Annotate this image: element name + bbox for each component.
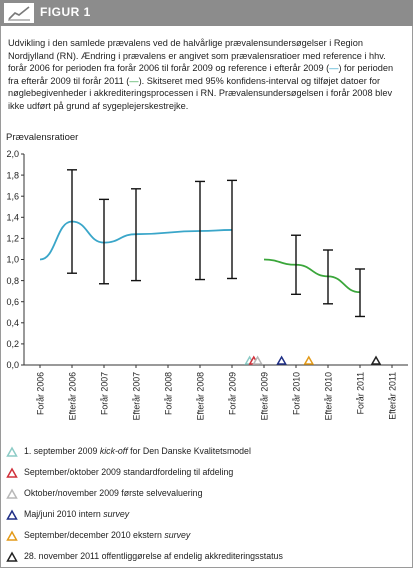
legend-item: 28. november 2011 offentliggørelse af en… xyxy=(6,551,406,572)
legend-text: Maj/juni 2010 intern survey xyxy=(24,509,130,519)
triangle-icon xyxy=(6,530,18,541)
figure-title: FIGUR 1 xyxy=(40,5,91,19)
legend-text: 1. september 2009 kick-off for Den Dansk… xyxy=(24,446,251,456)
triangle-icon xyxy=(6,446,18,457)
legend-item: Oktober/november 2009 første selvevaluer… xyxy=(6,488,406,509)
x-tick-label: Efterår 2011 xyxy=(388,372,398,420)
triangle-icon xyxy=(6,551,18,562)
event-legend: 1. september 2009 kick-off for Den Dansk… xyxy=(6,446,406,572)
series-line-1 xyxy=(39,220,233,261)
x-tick-label: Efterår 2006 xyxy=(68,372,78,421)
chart-logo-icon xyxy=(4,3,34,23)
legend-text: September/oktober 2009 standardfordeling… xyxy=(24,467,234,477)
event-marker-4 xyxy=(276,355,287,365)
y-tick-label: 1,6 xyxy=(6,191,19,201)
y-axis-label: Prævalensratioer xyxy=(6,132,79,143)
legend-text: Oktober/november 2009 første selvevaluer… xyxy=(24,488,203,498)
legend-item: September/oktober 2009 standardfordeling… xyxy=(6,467,406,488)
x-tick-label: Forår 2006 xyxy=(36,372,46,415)
legend-text: 28. november 2011 offentliggørelse af en… xyxy=(24,551,283,561)
x-tick-label: Efterår 2009 xyxy=(260,372,270,421)
figure-caption: Udvikling i den samlede prævalens ved de… xyxy=(8,37,406,113)
x-tick-label: Forår 2007 xyxy=(100,372,110,415)
y-tick-label: 1,4 xyxy=(6,213,19,223)
y-tick-label: 0,4 xyxy=(6,318,19,328)
series-line-2 xyxy=(263,258,361,294)
legend-text: September/december 2010 ekstern survey xyxy=(24,530,191,540)
legend-item: 1. september 2009 kick-off for Den Dansk… xyxy=(6,446,406,467)
x-tick-label: Forår 2011 xyxy=(356,372,366,414)
x-tick-label: Efterår 2008 xyxy=(196,372,206,421)
triangle-icon xyxy=(6,488,18,499)
legend-item: September/december 2010 ekstern survey xyxy=(6,530,406,551)
y-tick-label: 2,0 xyxy=(6,149,19,159)
event-marker-3 xyxy=(252,355,263,365)
event-marker-6 xyxy=(370,355,382,365)
caption-text-1: Udvikling i den samlede prævalens ved de… xyxy=(8,38,386,74)
caption-text-2: ) for perioden fra efterår 2009 til forå… xyxy=(8,63,394,86)
y-tick-label: 0,0 xyxy=(6,360,19,370)
x-tick-label: Efterår 2007 xyxy=(132,372,142,421)
y-tick-label: 0,2 xyxy=(6,339,19,349)
y-tick-label: 0,6 xyxy=(6,297,19,307)
x-tick-label: Forår 2009 xyxy=(228,372,238,415)
y-tick-label: 1,2 xyxy=(6,234,19,244)
x-tick-label: Efterår 2010 xyxy=(324,372,334,421)
x-tick-label: Forår 2010 xyxy=(292,372,302,415)
triangle-icon xyxy=(6,509,18,520)
y-tick-label: 0,8 xyxy=(6,276,19,286)
y-tick-label: 1,8 xyxy=(6,170,19,180)
x-tick-label: Forår 2008 xyxy=(164,372,174,415)
prevalence-chart: 0,0 0,2 0,4 0,6 0,8 1,0 1,2 1,4 1,6 1,8 2,0 Forår 2… xyxy=(6,149,408,421)
caption-blue-series-marker: — xyxy=(329,63,339,74)
legend-item: Maj/juni 2010 intern survey xyxy=(6,509,406,530)
figure-header: FIGUR 1 xyxy=(0,0,413,26)
y-tick-label: 1,0 xyxy=(6,255,19,265)
triangle-icon xyxy=(6,467,18,478)
event-marker-5 xyxy=(303,355,315,365)
caption-text-3: ). Skitseret med 95% konfidens-interval … xyxy=(8,75,393,111)
caption-green-series-marker: — xyxy=(129,75,139,86)
